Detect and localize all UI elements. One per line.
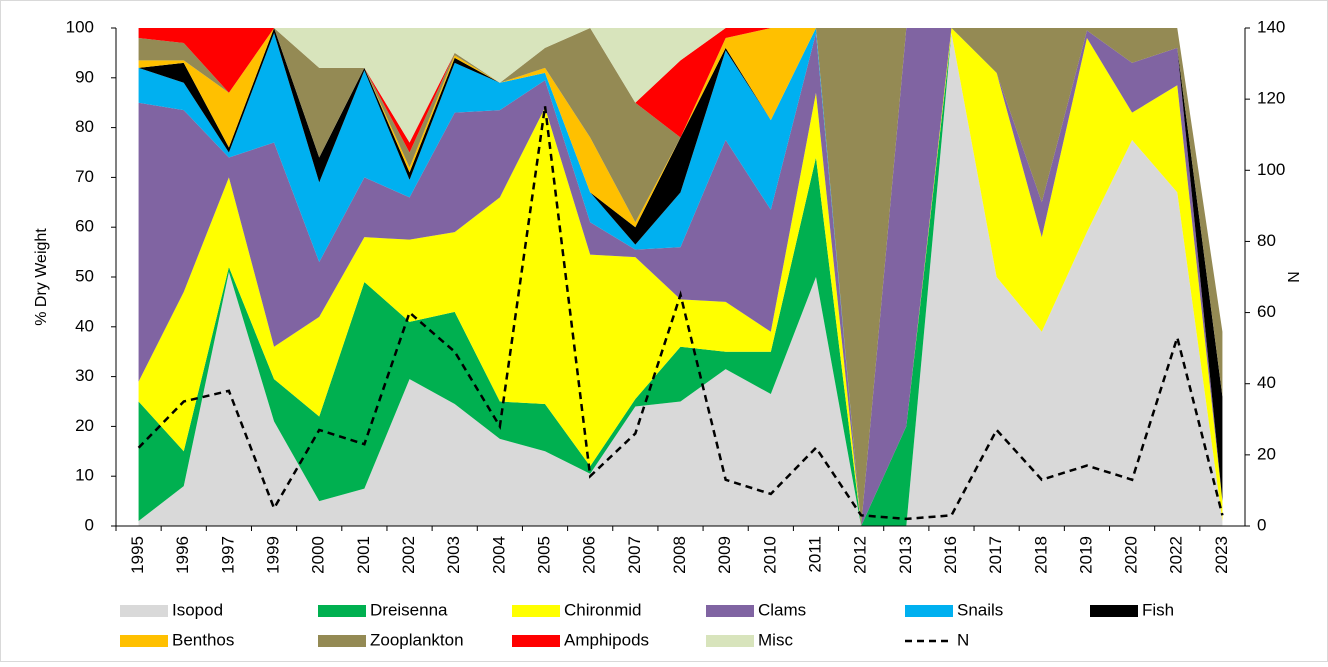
legend-swatch: [1090, 605, 1138, 617]
x-tick-label: 2020: [1122, 536, 1141, 574]
legend-label: Fish: [1142, 600, 1174, 619]
x-tick-label: 2013: [896, 536, 915, 574]
legend-swatch: [318, 605, 366, 617]
y-tick-label: 60: [75, 217, 94, 236]
y-tick-label: 20: [75, 416, 94, 435]
legend-label: Misc: [758, 630, 793, 649]
area-series: [138, 28, 1223, 526]
x-tick-label: 2007: [625, 536, 644, 574]
legend-swatch: [120, 635, 168, 647]
y2-tick-label: 0: [1257, 515, 1266, 534]
y2-tick-label: 100: [1257, 160, 1285, 179]
legend-swatch: [512, 635, 560, 647]
line-series: [137, 106, 1224, 521]
y2-tick-label: 140: [1257, 17, 1285, 36]
area-series: [138, 28, 1223, 526]
y-tick-label: 80: [75, 117, 94, 136]
legend-swatch: [512, 605, 560, 617]
x-tick-label: 2000: [309, 536, 328, 574]
area-series: [138, 28, 1223, 526]
y2-tick-label: 80: [1257, 231, 1276, 250]
y2-tick-label: 120: [1257, 89, 1285, 108]
legend-label: Snails: [957, 600, 1003, 619]
legend-label: Amphipods: [564, 630, 649, 649]
area-series: [138, 32, 1223, 526]
y-tick-label: 30: [75, 366, 94, 385]
x-tick-label: 2022: [1167, 536, 1186, 574]
x-tick-label: 2010: [760, 536, 779, 574]
x-tick-label: 2023: [1212, 536, 1231, 574]
area-series: [138, 28, 1223, 332]
y-tick-label: 0: [85, 515, 94, 534]
legend-label: Benthos: [172, 630, 234, 649]
y2-tick-label: 20: [1257, 444, 1276, 463]
x-tick-label: 1999: [264, 536, 283, 574]
x-tick-label: 2009: [715, 536, 734, 574]
y2-tick-label: 40: [1257, 373, 1276, 392]
x-tick-label: 1995: [128, 536, 147, 574]
legend-swatch: [706, 635, 754, 647]
area-series: [138, 28, 1223, 332]
legend-swatch: [905, 605, 953, 617]
x-tick-label: 2005: [535, 536, 554, 574]
x-tick-label: 2002: [399, 536, 418, 574]
x-tick-label: 2004: [489, 536, 508, 574]
y-axis-label: % Dry Weight: [33, 228, 50, 326]
x-tick-label: 2017: [986, 536, 1005, 574]
y-tick-label: 100: [66, 17, 94, 36]
legend-label: Zooplankton: [370, 630, 464, 649]
x-tick-label: 2018: [1031, 536, 1050, 574]
x-tick-label: 2003: [444, 536, 463, 574]
y-tick-label: 40: [75, 316, 94, 335]
y2-tick-label: 60: [1257, 302, 1276, 321]
y-tick-label: 70: [75, 167, 94, 186]
legend-swatch: [318, 635, 366, 647]
y-tick-label: 50: [75, 266, 94, 285]
legend-label: N: [957, 630, 969, 649]
x-tick-label: 2012: [851, 536, 870, 574]
legend-swatch: [706, 605, 754, 617]
y-tick-label: 90: [75, 67, 94, 86]
x-tick-label: 2019: [1076, 536, 1095, 574]
x-tick-label: 2008: [670, 536, 689, 574]
y-tick-label: 10: [75, 466, 94, 485]
x-tick-label: 1996: [173, 536, 192, 574]
legend-label: Dreisenna: [370, 600, 448, 619]
y2-axis-label: N: [1284, 271, 1301, 283]
legend-label: Isopod: [172, 600, 223, 619]
x-tick-label: 2016: [941, 536, 960, 574]
legend-swatch: [120, 605, 168, 617]
legend-label: Clams: [758, 600, 806, 619]
x-tick-label: 1997: [218, 536, 237, 574]
area-series: [138, 28, 1223, 526]
x-tick-label: 2001: [354, 536, 373, 574]
x-tick-label: 2011: [805, 536, 824, 573]
legend-label: Chironmid: [564, 600, 641, 619]
x-tick-label: 2006: [580, 536, 599, 574]
